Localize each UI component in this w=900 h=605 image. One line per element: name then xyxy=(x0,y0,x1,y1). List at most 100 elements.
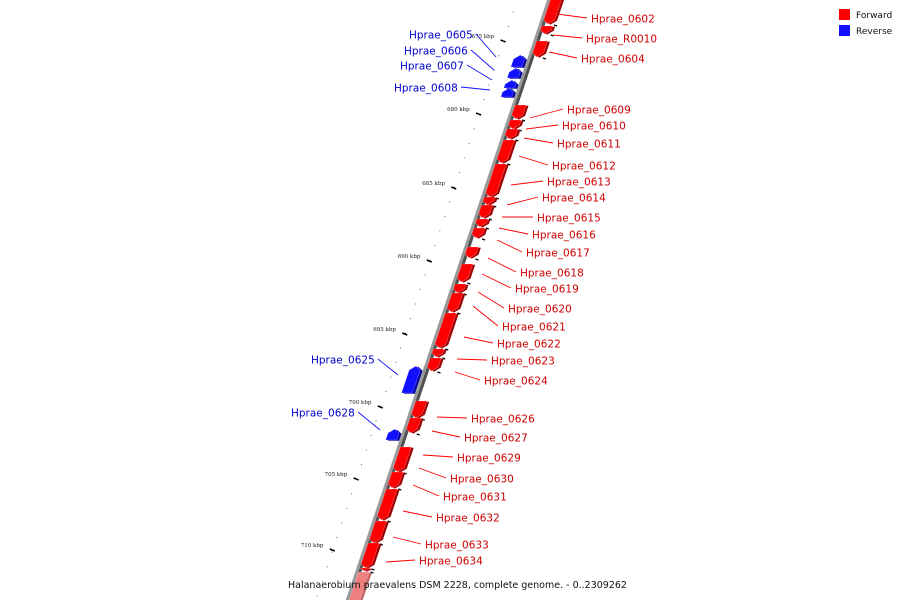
gene-hprae-0606[interactable] xyxy=(506,67,523,79)
gene-hprae-0628[interactable] xyxy=(385,428,402,441)
gene-label-hprae-0608[interactable]: Hprae_0608 xyxy=(394,83,491,95)
label-leader-line xyxy=(431,430,461,438)
gene-hprae-0626[interactable] xyxy=(411,400,430,421)
gene-label-text: Hprae_0621 xyxy=(502,322,566,334)
gene-hprae-0631[interactable] xyxy=(376,488,400,523)
gene-label-hprae-0626[interactable]: Hprae_0626 xyxy=(436,414,535,426)
gene-hprae-0607[interactable] xyxy=(503,79,519,89)
minor-tick xyxy=(385,391,387,393)
gene-hprae-0612[interactable] xyxy=(496,139,517,166)
gene-label-hprae-0605[interactable]: Hprae_0605 xyxy=(409,30,497,58)
gene-hprae-0620[interactable] xyxy=(453,283,469,296)
gene-hprae-0614[interactable] xyxy=(482,196,498,208)
gene-label-text: Hprae_0617 xyxy=(526,248,590,260)
gene-hprae-0602[interactable] xyxy=(543,0,566,27)
gene-hprae-0605[interactable] xyxy=(510,54,527,68)
gene-hprae-0604[interactable] xyxy=(532,40,550,60)
gene-label-hprae-0618[interactable]: Hprae_0618 xyxy=(487,257,584,280)
gene-hprae-0627[interactable] xyxy=(406,417,424,436)
gene-label-hprae-0622[interactable]: Hprae_0622 xyxy=(463,336,561,351)
gene-hprae-0623[interactable] xyxy=(431,348,447,360)
gene-label-hprae-0617[interactable]: Hprae_0617 xyxy=(496,239,590,260)
gene-label-hprae-r0010[interactable]: Hprae_R0010 xyxy=(552,34,657,46)
gene-hprae-0624[interactable] xyxy=(426,357,444,374)
gene-hprae-0616[interactable] xyxy=(475,218,491,230)
gene-hprae-0608[interactable] xyxy=(500,87,516,98)
minor-tick xyxy=(463,157,465,159)
gene-label-hprae-0623[interactable]: Hprae_0623 xyxy=(456,356,555,368)
gene-label-hprae-0630[interactable]: Hprae_0630 xyxy=(418,467,514,486)
gene-label-hprae-0604[interactable]: Hprae_0604 xyxy=(548,51,645,66)
legend-item-reverse[interactable]: Reverse xyxy=(839,25,893,37)
gene-junction-mark xyxy=(475,258,479,261)
minor-tick xyxy=(493,69,495,71)
gene-label-hprae-0629[interactable]: Hprae_0629 xyxy=(422,453,521,465)
gene-hprae-0611[interactable] xyxy=(504,128,521,142)
gene-label-hprae-0612[interactable]: Hprae_0612 xyxy=(518,155,616,173)
gene-hprae-0613[interactable] xyxy=(485,163,509,200)
scale-tick-label: 710 kbp xyxy=(301,543,324,549)
gene-arrow xyxy=(475,218,489,228)
gene-arrow xyxy=(510,54,525,68)
gene-label-text: Hprae_0618 xyxy=(520,268,584,280)
gene-label-hprae-0620[interactable]: Hprae_0620 xyxy=(477,291,572,316)
gene-label-hprae-0633[interactable]: Hprae_0633 xyxy=(392,536,489,552)
gene-arrow xyxy=(506,67,521,79)
gene-label-hprae-0619[interactable]: Hprae_0619 xyxy=(481,273,579,296)
gene-hprae-0609[interactable] xyxy=(511,104,529,122)
gene-label-hprae-0615[interactable]: Hprae_0615 xyxy=(502,213,601,225)
gene-label-hprae-0606[interactable]: Hprae_0606 xyxy=(404,46,495,71)
scale-tick: 705 kbp xyxy=(325,472,359,481)
label-leader-line xyxy=(460,86,491,91)
gene-label-text: Hprae_0625 xyxy=(311,355,375,367)
gene-label-hprae-0631[interactable]: Hprae_0631 xyxy=(412,484,507,504)
gene-hprae-0622[interactable] xyxy=(434,312,459,351)
gene-label-text: Hprae_0630 xyxy=(450,474,514,486)
gene-hprae-0610[interactable] xyxy=(508,119,524,132)
gene-hprae-0621[interactable] xyxy=(446,292,466,315)
gene-hprae-r0010[interactable] xyxy=(539,25,556,37)
gene-arrow xyxy=(431,348,445,358)
gene-label-hprae-0613[interactable]: Hprae_0613 xyxy=(510,177,611,189)
gene-label-hprae-0602[interactable]: Hprae_0602 xyxy=(556,13,655,26)
gene-hprae-0617[interactable] xyxy=(471,227,488,241)
gene-label-hprae-0632[interactable]: Hprae_0632 xyxy=(402,510,500,525)
legend-item-forward[interactable]: Forward xyxy=(839,9,892,21)
gene-label-hprae-0611[interactable]: Hprae_0611 xyxy=(523,137,621,151)
label-leader-line xyxy=(456,358,488,361)
gene-label-text: Hprae_0629 xyxy=(457,453,521,465)
gene-label-hprae-0627[interactable]: Hprae_0627 xyxy=(431,430,528,445)
gene-label-hprae-0625[interactable]: Hprae_0625 xyxy=(311,355,399,376)
gene-arrow xyxy=(376,488,398,521)
gene-label-text: Hprae_R0010 xyxy=(586,34,657,46)
gene-arrow xyxy=(478,204,493,219)
minor-tick xyxy=(321,580,323,582)
minor-tick xyxy=(483,99,485,101)
gene-arrow xyxy=(539,25,554,35)
label-leader-line xyxy=(556,13,588,19)
gene-hprae-0619[interactable] xyxy=(456,263,476,285)
gene-hprae-0615[interactable] xyxy=(478,204,495,221)
gene-hprae-0632[interactable] xyxy=(369,520,389,546)
gene-label-hprae-0614[interactable]: Hprae_0614 xyxy=(506,193,606,206)
gene-arrow xyxy=(387,471,404,489)
gene-label-text: Hprae_0610 xyxy=(562,121,626,133)
gene-hprae-0618[interactable] xyxy=(464,246,481,261)
gene-label-hprae-0609[interactable]: Hprae_0609 xyxy=(529,105,631,119)
gene-label-hprae-0607[interactable]: Hprae_0607 xyxy=(400,61,493,81)
gene-arrow xyxy=(496,139,515,164)
gene-hprae-0625[interactable] xyxy=(401,365,423,394)
gene-hprae-0634[interactable] xyxy=(358,567,374,574)
gene-label-hprae-0610[interactable]: Hprae_0610 xyxy=(525,121,626,133)
gene-label-hprae-0616[interactable]: Hprae_0616 xyxy=(498,227,596,242)
gene-label-hprae-0628[interactable]: Hprae_0628 xyxy=(291,408,381,431)
gene-hprae-0630[interactable] xyxy=(387,471,406,491)
gene-label-hprae-0621[interactable]: Hprae_0621 xyxy=(472,305,566,334)
gene-label-hprae-0624[interactable]: Hprae_0624 xyxy=(454,371,548,388)
gene-label-hprae-0634[interactable]: Hprae_0634 xyxy=(385,556,483,568)
label-leader-line xyxy=(412,484,440,497)
gene-labels: Hprae_0602 Hprae_R0010 Hprae_0604 Hprae_060… xyxy=(291,14,657,568)
gene-hprae-0633[interactable] xyxy=(360,542,382,571)
legend: Forward Reverse xyxy=(839,9,893,37)
